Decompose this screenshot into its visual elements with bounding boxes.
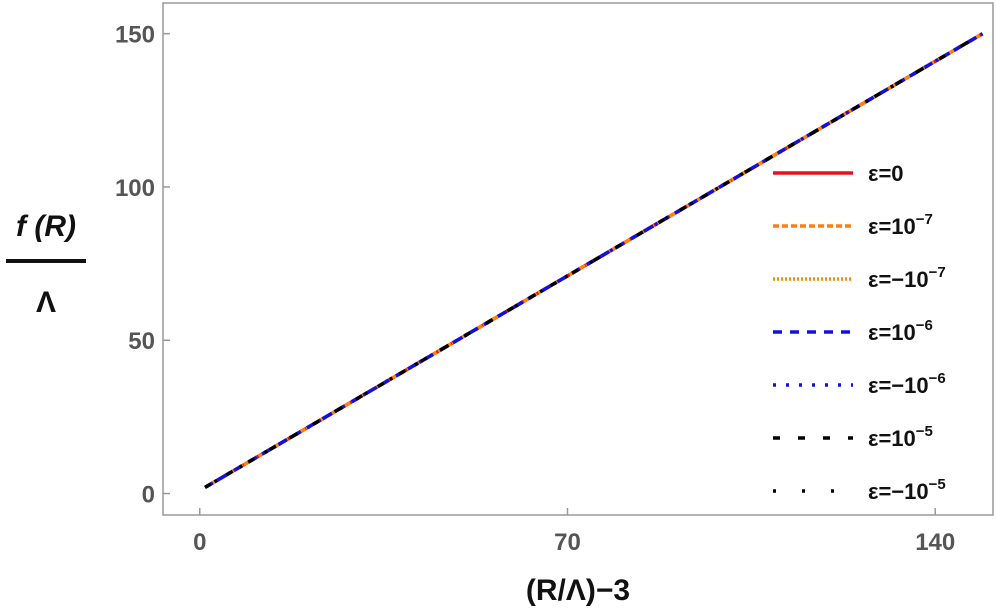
x-tick-label: 0 [193,529,206,556]
legend-label-2: ε=−10−7 [868,264,946,292]
y-axis-ticks: 0 50 100 150 [115,22,170,509]
series-line-5 [204,32,984,489]
legend-label-1: ε=10−7 [868,211,933,239]
x-axis-label: (R/Λ)−3 [526,574,630,607]
y-axis-label: f (R) Λ [6,210,86,319]
y-tick-label: 100 [115,175,155,202]
x-axis-ticks: 0 70 140 [193,508,955,556]
y-axis-label-numerator: f (R) [16,210,76,243]
plot-area-border [162,2,994,516]
legend: ε=0 ε=10−7 ε=−10−7 ε=10−6 ε=−10−6 ε=10−5 ε=−10… [773,161,946,504]
legend-label-4: ε=−10−6 [868,370,946,398]
x-tick-label: 140 [915,529,955,556]
y-tick-label: 50 [128,328,155,355]
legend-label-3: ε=10−6 [868,317,933,345]
y-axis-label-denominator: Λ [36,286,56,319]
y-tick-label: 0 [142,482,155,509]
y-tick-label: 150 [115,22,155,49]
legend-label-6: ε=−10−5 [868,476,946,504]
x-tick-label: 70 [554,529,581,556]
plot-frame [162,2,994,516]
legend-label-0: ε=0 [868,161,904,186]
legend-label-5: ε=10−5 [868,423,933,451]
series-lines [204,32,984,489]
